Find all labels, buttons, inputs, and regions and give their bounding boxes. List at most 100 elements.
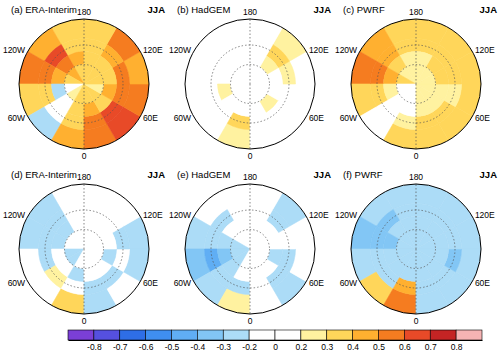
colorbar-box <box>172 330 198 340</box>
colorbar-box <box>249 330 275 340</box>
cell <box>416 65 426 85</box>
colorbar-tick-label: 0.8 <box>451 342 463 352</box>
cell <box>397 239 417 249</box>
lon-label: 180 <box>77 172 91 182</box>
map-boundary <box>351 184 481 314</box>
lon-label: 0 <box>248 316 253 326</box>
colorbar-box <box>379 330 405 340</box>
panel-season: JJA <box>480 169 498 180</box>
colorbar-tick-label: 0.6 <box>399 342 411 352</box>
cell <box>74 249 84 269</box>
panel: 180120W120E60W60E0(b) HadGEMJJA <box>169 4 331 161</box>
colorbar-tick-label: -0.7 <box>113 342 128 352</box>
colorbar-box <box>327 330 353 340</box>
cells <box>19 184 149 314</box>
panel: 180120W120E60W60E0(c) PWRFJJA <box>335 4 497 161</box>
panel-title: (b) HadGEM <box>177 4 230 15</box>
lon-label: 0 <box>414 151 419 161</box>
cell <box>84 230 94 250</box>
colorbar-tick-label: -0.5 <box>165 342 180 352</box>
lon-label: 60E <box>143 278 158 288</box>
cell <box>240 84 250 104</box>
cell <box>240 249 250 269</box>
cells <box>185 19 315 149</box>
lon-label: 60W <box>174 278 191 288</box>
lon-label: 120E <box>143 45 163 55</box>
panel-season: JJA <box>314 4 332 15</box>
colorbar-tick: 0.4 <box>347 340 359 352</box>
colorbar-box <box>68 330 94 340</box>
lon-label: 60E <box>475 113 490 123</box>
lon-label: 0 <box>82 316 87 326</box>
colorbar-tick: -0.4 <box>191 340 206 352</box>
lon-label: 120E <box>475 45 495 55</box>
colorbar-box <box>404 330 430 340</box>
colorbar-tick: 0.2 <box>295 340 307 352</box>
lon-label: 120E <box>475 210 495 220</box>
graticule-meridian <box>250 84 251 149</box>
lon-label: 180 <box>243 7 257 17</box>
lon-label: 60W <box>340 278 357 288</box>
lon-label: 60E <box>309 113 324 123</box>
colorbar-tick-label: 0.3 <box>321 342 333 352</box>
lon-label: 120W <box>335 45 357 55</box>
colorbar-tick: 0.5 <box>373 340 385 352</box>
lon-label: 180 <box>77 7 91 17</box>
lon-label: 120E <box>309 45 329 55</box>
colorbar-box <box>146 330 172 340</box>
cell <box>74 84 84 104</box>
panel-title: (a) ERA-Interim <box>11 4 77 15</box>
figure: 180 120W 120E 60W 60E 0 (a) ERA-Interim JJA 180 1… <box>0 0 500 361</box>
panel-season: JJA <box>148 169 166 180</box>
lon-label: 0 <box>414 316 419 326</box>
colorbar-tick-label: -0.3 <box>216 342 231 352</box>
cell <box>250 230 260 250</box>
lon-label: 120W <box>3 210 25 220</box>
panel-title: (f) PWRF <box>343 169 383 180</box>
colorbar: -0.8-0.7-0.6-0.5-0.4-0.3-0.200.20.30.40.… <box>68 330 483 352</box>
cell <box>84 84 104 94</box>
graticule-meridian <box>250 19 251 84</box>
colorbar-axis: -0.8-0.7-0.6-0.5-0.4-0.3-0.200.20.30.40.… <box>69 340 483 352</box>
cells <box>351 184 481 314</box>
lon-label: 60W <box>8 113 25 123</box>
cell <box>65 239 85 249</box>
map-boundary <box>185 19 315 149</box>
colorbar-tick: -0.7 <box>113 340 128 352</box>
lon-label: 60E <box>475 278 490 288</box>
cell <box>406 249 416 269</box>
graticule-meridian <box>84 184 85 249</box>
cell <box>416 84 436 94</box>
map-boundary <box>19 184 149 314</box>
cell <box>406 84 416 104</box>
panel-title: (e) HadGEM <box>177 169 230 180</box>
lon-label: 180 <box>409 7 423 17</box>
colorbar-tick: -0.6 <box>139 340 154 352</box>
graticule-meridian <box>416 84 417 149</box>
cells <box>185 184 315 314</box>
lon-label: 60W <box>8 278 25 288</box>
colorbar-tick-label: 0 <box>273 342 278 352</box>
cell <box>231 239 251 249</box>
cell <box>416 230 426 250</box>
colorbar-tick-label: -0.8 <box>87 342 102 352</box>
colorbar-tick-label: 0.5 <box>373 342 385 352</box>
graticule-meridian <box>250 184 251 249</box>
cell <box>250 249 270 259</box>
lon-label: 120E <box>309 210 329 220</box>
lon-label: 180 <box>243 172 257 182</box>
graticule-meridian <box>416 249 417 314</box>
colorbar-box <box>197 330 223 340</box>
panel: 180120W120E60W60E0(a) ERA-InterimJJA <box>3 4 165 161</box>
lon-label: 120E <box>143 210 163 220</box>
colorbar-tick: 0.6 <box>399 340 411 352</box>
lon-label: 60E <box>309 278 324 288</box>
lon-label: 120W <box>3 45 25 55</box>
cell <box>65 74 85 84</box>
panel: 180120W120E60W60E0(d) ERA-InterimJJA <box>3 169 165 326</box>
cell <box>84 249 104 259</box>
colorbar-tick-label: 0.2 <box>295 342 307 352</box>
cell <box>84 65 94 85</box>
colorbar-tick-label: 0.7 <box>425 342 437 352</box>
colorbar-axis-line <box>69 340 483 341</box>
